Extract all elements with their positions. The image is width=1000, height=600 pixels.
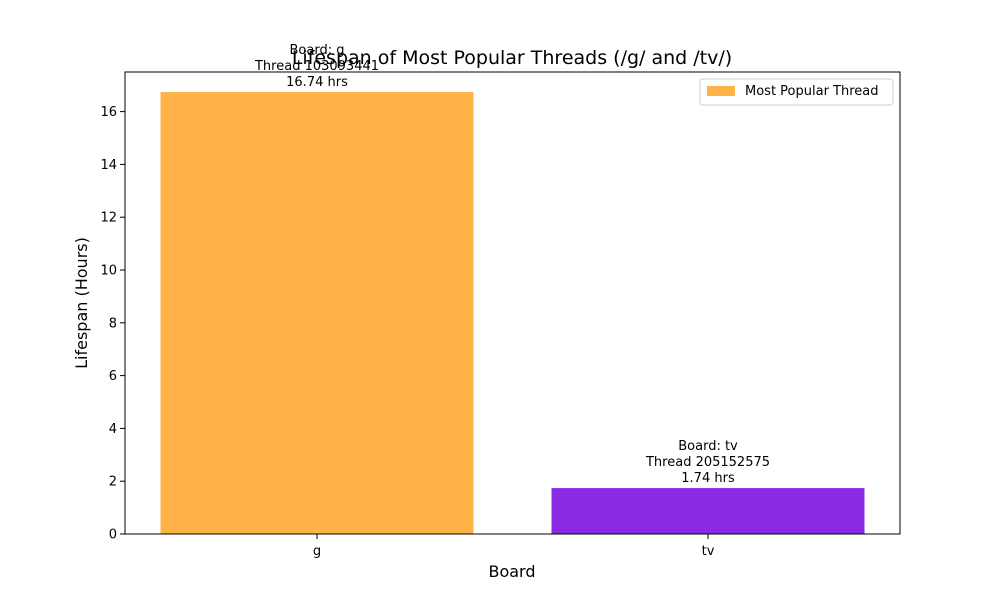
bar-label-g-line-1: Board: g [290, 43, 345, 58]
x-axis-title: Board [488, 562, 535, 581]
y-tick-label: 14 [100, 158, 117, 173]
y-tick-label: 8 [109, 316, 117, 331]
y-tick-label: 16 [100, 105, 117, 120]
x-tick-label: g [313, 544, 321, 559]
y-tick-label: 4 [109, 422, 117, 437]
y-tick-label: 6 [109, 369, 117, 384]
legend-swatch [707, 86, 735, 96]
y-axis: 0 2 4 6 8 10 12 14 16 [100, 105, 125, 543]
y-tick-label: 0 [109, 528, 117, 543]
bar-g [160, 92, 474, 535]
x-tick-label: tv [702, 544, 715, 559]
bar-label-g-line-2: Thread 103093441 [254, 59, 379, 74]
y-tick-label: 2 [109, 475, 117, 490]
y-tick-label: 12 [100, 211, 117, 226]
legend: Most Popular Thread [699, 78, 894, 106]
bars-group [160, 92, 865, 535]
chart-title: Lifespan of Most Popular Threads (/g/ an… [292, 47, 732, 69]
bar-tv [551, 488, 865, 534]
x-axis: g tv [313, 534, 715, 559]
bar-label-tv-line-3: 1.74 hrs [681, 471, 735, 486]
bar-label-tv-line-1: Board: tv [678, 439, 738, 454]
legend-label: Most Popular Thread [745, 84, 879, 99]
plot-frame [124, 71, 901, 535]
y-axis-title: Lifespan (Hours) [72, 237, 91, 369]
y-tick-label: 10 [100, 264, 117, 279]
bar-label-g-line-3: 16.74 hrs [286, 75, 348, 90]
bar-label-tv-line-2: Thread 205152575 [645, 455, 770, 470]
legend-frame [699, 78, 894, 106]
